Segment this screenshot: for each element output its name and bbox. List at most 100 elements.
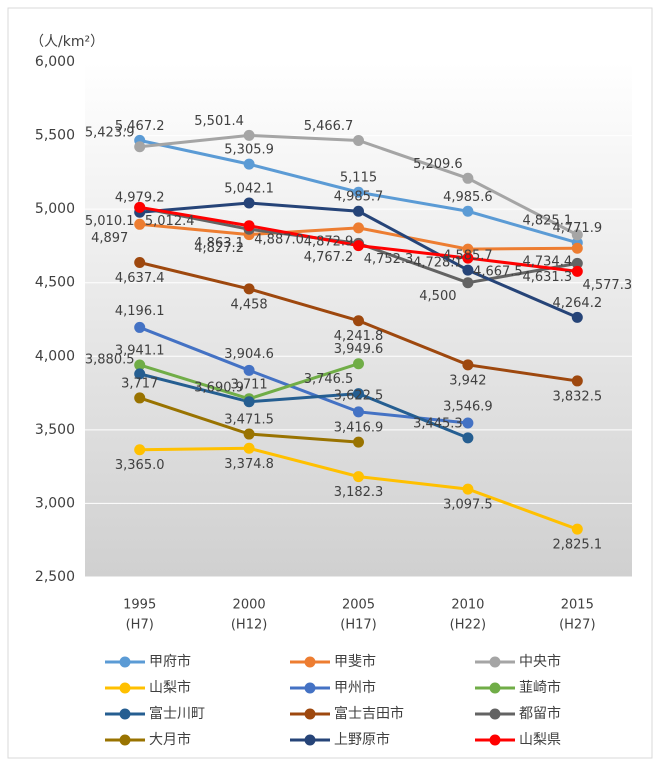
data-label: 5,010.1: [85, 214, 135, 229]
y-tick-label: 5,000: [35, 201, 75, 217]
point: [243, 197, 255, 209]
point: [243, 158, 255, 170]
data-label: 4,767.2: [304, 250, 354, 265]
point: [353, 436, 364, 448]
data-label: 2,825.1: [552, 538, 602, 553]
x-tick-label: 1995: [123, 598, 156, 613]
legend-label: 甲州市: [334, 679, 376, 696]
point: [462, 264, 474, 276]
data-label: 5,209.6: [413, 157, 463, 172]
data-label: 5,501.4: [194, 114, 244, 129]
point: [571, 375, 583, 387]
data-label: 3,880.5: [85, 352, 135, 367]
legend-label: 大月市: [149, 731, 191, 748]
data-label: 5,012.4: [145, 214, 195, 229]
data-label: 4,585.7: [443, 249, 493, 264]
data-label: 3,445.3: [413, 416, 463, 431]
data-label: 4,887.0: [254, 232, 304, 247]
x-tick-label: (H7): [126, 618, 154, 633]
data-label: 3,942: [449, 373, 486, 388]
legend-marker: [489, 708, 501, 720]
point: [571, 242, 583, 254]
legend-label: 山梨県: [519, 732, 561, 748]
data-label: 3,622.5: [334, 388, 384, 403]
point: [243, 220, 255, 232]
point: [571, 257, 583, 269]
point: [353, 406, 364, 418]
point: [462, 243, 474, 255]
point: [134, 359, 146, 371]
data-label: 3,416.9: [334, 421, 384, 436]
legend-marker: [119, 734, 131, 746]
data-label: 3,941.1: [115, 343, 165, 358]
data-label: 3,746.5: [304, 372, 354, 387]
y-tick-label: 2,500: [35, 569, 75, 585]
legend-marker: [304, 734, 316, 746]
point: [353, 186, 364, 198]
point: [462, 252, 474, 264]
data-label: 4,863.1: [194, 236, 244, 251]
point: [353, 205, 364, 217]
y-tick-label: 6,000: [35, 54, 75, 70]
data-label: 4,897: [91, 231, 128, 246]
point: [462, 432, 474, 444]
x-tick-label: (H22): [450, 618, 486, 633]
data-label: 4,771.9: [552, 221, 602, 236]
point: [243, 428, 255, 440]
legend-label: 富士川町: [149, 705, 205, 722]
data-label: 3,546.9: [443, 399, 493, 414]
point: [462, 417, 474, 429]
data-label: 4,979.2: [115, 191, 165, 206]
series-line: [139, 372, 469, 440]
point: [243, 283, 255, 295]
data-label: 3,717: [121, 376, 158, 391]
data-label: 3,711: [230, 377, 267, 392]
data-label: 4,825.1: [522, 213, 572, 228]
data-label: 4,985.6: [443, 190, 493, 205]
data-label: 3,904.6: [224, 347, 274, 362]
data-label: 3,374.8: [224, 457, 274, 472]
point: [134, 321, 146, 333]
y-tick-label: 4,500: [35, 275, 75, 291]
legend-label: 甲斐市: [334, 653, 376, 670]
point: [134, 141, 146, 153]
data-label: 5,042.1: [224, 181, 274, 196]
data-label: 5,305.9: [224, 143, 274, 158]
point: [462, 277, 474, 289]
legend-label: 中央市: [519, 653, 561, 670]
legend-marker: [304, 682, 316, 694]
point: [353, 471, 364, 483]
point: [353, 315, 364, 327]
legend-label: 甲府市: [149, 653, 191, 670]
y-tick-label: 3,500: [35, 422, 75, 438]
data-label: 4,728.1: [413, 256, 463, 271]
data-label: 3,471.5: [224, 413, 274, 428]
x-tick-label: (H27): [559, 618, 595, 633]
y-tick-label: 3,000: [35, 495, 75, 511]
x-tick-label: (H17): [340, 618, 376, 633]
point: [134, 201, 146, 213]
point: [462, 172, 474, 184]
x-tick-label: 2005: [342, 598, 375, 613]
point: [571, 265, 583, 277]
data-label: 4,734.4: [522, 255, 572, 270]
data-label: 4,458: [230, 297, 267, 312]
point: [134, 444, 146, 456]
y-tick-label: 5,500: [35, 128, 75, 144]
data-label: 4,667.5: [473, 265, 523, 280]
point: [571, 523, 583, 535]
point: [134, 368, 146, 380]
data-label: 3,365.0: [115, 458, 165, 473]
data-label: 4,752.3: [364, 252, 414, 267]
data-label: 4,241.8: [334, 329, 384, 344]
legend-label: 韮崎市: [519, 679, 561, 696]
legend-marker: [304, 708, 316, 720]
point: [134, 392, 146, 404]
legend-label: 富士吉田市: [334, 705, 404, 722]
point: [571, 229, 583, 241]
data-label: 3,949.6: [334, 342, 384, 357]
legend-label: 上野原市: [334, 731, 390, 748]
point: [134, 256, 146, 268]
point: [353, 222, 364, 234]
